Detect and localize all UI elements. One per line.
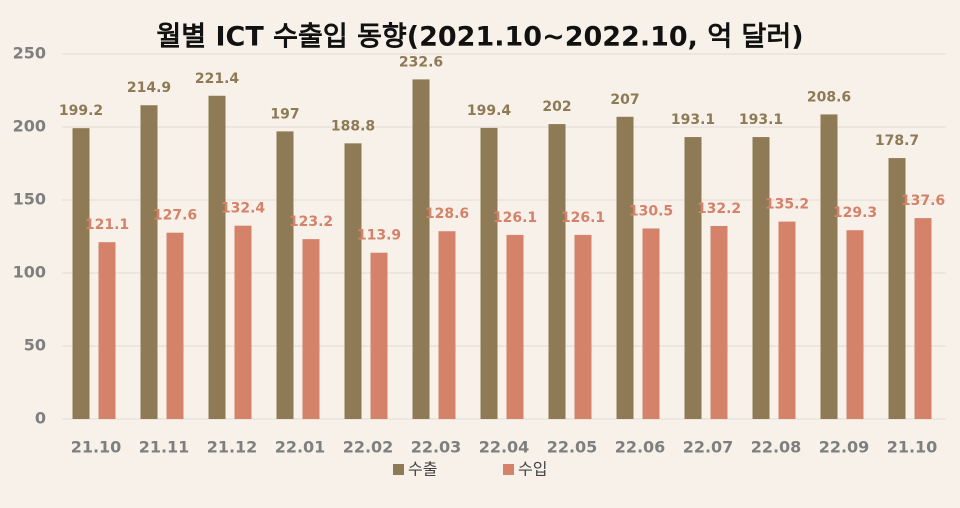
bar	[302, 239, 320, 419]
data-label: 121.1	[85, 217, 129, 233]
data-label: 178.7	[875, 133, 919, 149]
bar	[344, 143, 362, 420]
data-label: 132.2	[697, 201, 741, 217]
x-tick-label: 22.09	[819, 438, 870, 457]
bar	[548, 124, 566, 419]
data-label: 126.1	[561, 210, 605, 226]
data-label: 126.1	[493, 210, 537, 226]
bar	[412, 79, 430, 420]
bar	[98, 242, 116, 419]
data-label: 197	[270, 106, 299, 122]
data-label: 135.2	[765, 197, 809, 213]
bar	[710, 225, 728, 419]
data-label: 123.2	[289, 214, 333, 230]
data-label: 127.6	[153, 208, 197, 224]
data-label: 113.9	[357, 228, 401, 244]
bar	[616, 116, 634, 419]
data-label: 208.6	[807, 89, 851, 105]
bar	[72, 128, 90, 419]
x-tick-label: 21.11	[139, 438, 190, 457]
data-label: 132.4	[221, 201, 266, 217]
data-label: 207	[610, 92, 639, 108]
x-tick-label: 21.10	[71, 438, 122, 457]
x-tick-label: 22.08	[751, 438, 802, 457]
legend-label: 수출	[408, 460, 437, 479]
data-label: 214.9	[127, 80, 171, 96]
x-tick-label: 22.02	[343, 438, 394, 457]
x-tick-label: 22.06	[615, 438, 666, 457]
data-label: 128.6	[425, 206, 469, 222]
legend-swatch	[393, 464, 404, 475]
data-label: 193.1	[739, 112, 783, 128]
data-label: 202	[542, 99, 571, 115]
y-tick-label: 150	[13, 190, 46, 209]
y-tick-label: 200	[13, 117, 46, 136]
y-tick-label: 0	[35, 409, 46, 428]
bar	[234, 225, 252, 419]
legend-label: 수입	[518, 460, 547, 479]
bar	[276, 131, 294, 419]
y-tick-label: 100	[13, 263, 46, 282]
x-tick-label: 21.10	[887, 438, 938, 457]
data-label: 199.2	[59, 103, 103, 119]
bar	[506, 234, 524, 419]
bar	[684, 137, 702, 419]
x-tick-label: 22.01	[275, 438, 326, 457]
bar	[140, 105, 158, 419]
x-tick-label: 22.07	[683, 438, 734, 457]
bar	[888, 158, 906, 419]
data-label: 130.5	[629, 203, 673, 219]
x-tick-label: 22.04	[479, 438, 530, 457]
bar	[480, 127, 498, 419]
bar	[778, 221, 796, 419]
data-label: 232.6	[399, 54, 443, 70]
bar	[846, 230, 864, 419]
x-tick-label: 22.05	[547, 438, 598, 457]
x-tick-label: 22.03	[411, 438, 462, 457]
data-label: 199.4	[467, 103, 512, 119]
bar	[166, 232, 184, 419]
data-label: 221.4	[195, 71, 240, 87]
bar	[752, 137, 770, 419]
data-label: 193.1	[671, 112, 715, 128]
y-tick-label: 250	[13, 44, 46, 63]
y-tick-label: 50	[24, 336, 46, 355]
legend-swatch	[503, 464, 514, 475]
data-label: 188.8	[331, 118, 375, 134]
data-label: 137.6	[901, 193, 945, 209]
bar	[574, 234, 592, 419]
bar	[370, 252, 388, 419]
bar	[438, 231, 456, 419]
bar	[642, 228, 660, 419]
data-label: 129.3	[833, 205, 877, 221]
chart-title: 월별 ICT 수출입 동향(2021.10~2022.10, 억 달러)	[156, 22, 803, 53]
bar	[914, 218, 932, 419]
bar	[820, 114, 838, 419]
bar	[208, 95, 226, 420]
x-tick-label: 21.12	[207, 438, 258, 457]
